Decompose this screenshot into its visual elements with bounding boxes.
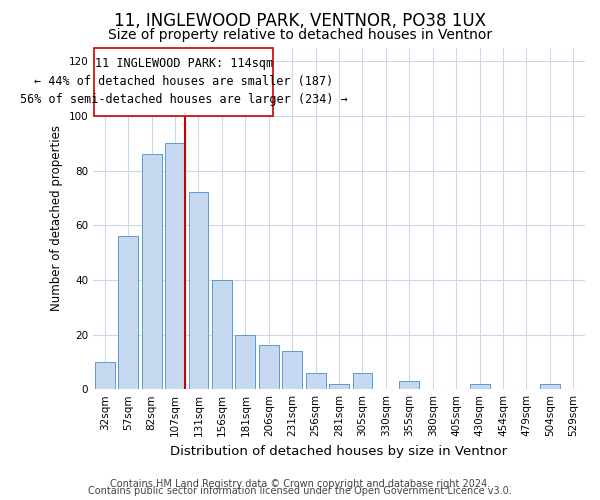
Bar bbox=[400, 381, 419, 389]
Bar bbox=[212, 280, 232, 389]
Text: Contains public sector information licensed under the Open Government Licence v3: Contains public sector information licen… bbox=[88, 486, 512, 496]
Bar bbox=[235, 334, 255, 389]
Text: 11, INGLEWOOD PARK, VENTNOR, PO38 1UX: 11, INGLEWOOD PARK, VENTNOR, PO38 1UX bbox=[114, 12, 486, 30]
Y-axis label: Number of detached properties: Number of detached properties bbox=[50, 126, 63, 312]
FancyBboxPatch shape bbox=[94, 48, 274, 116]
Bar bbox=[305, 373, 326, 389]
Bar bbox=[165, 143, 185, 389]
Text: Size of property relative to detached houses in Ventnor: Size of property relative to detached ho… bbox=[108, 28, 492, 42]
Bar bbox=[353, 373, 373, 389]
X-axis label: Distribution of detached houses by size in Ventnor: Distribution of detached houses by size … bbox=[170, 444, 508, 458]
Text: 11 INGLEWOOD PARK: 114sqm
← 44% of detached houses are smaller (187)
56% of semi: 11 INGLEWOOD PARK: 114sqm ← 44% of detac… bbox=[20, 57, 348, 106]
Bar bbox=[329, 384, 349, 389]
Text: Contains HM Land Registry data © Crown copyright and database right 2024.: Contains HM Land Registry data © Crown c… bbox=[110, 479, 490, 489]
Bar bbox=[470, 384, 490, 389]
Bar bbox=[259, 346, 279, 389]
Bar bbox=[540, 384, 560, 389]
Bar bbox=[95, 362, 115, 389]
Bar bbox=[282, 351, 302, 389]
Bar bbox=[142, 154, 161, 389]
Bar bbox=[118, 236, 138, 389]
Bar bbox=[188, 192, 208, 389]
